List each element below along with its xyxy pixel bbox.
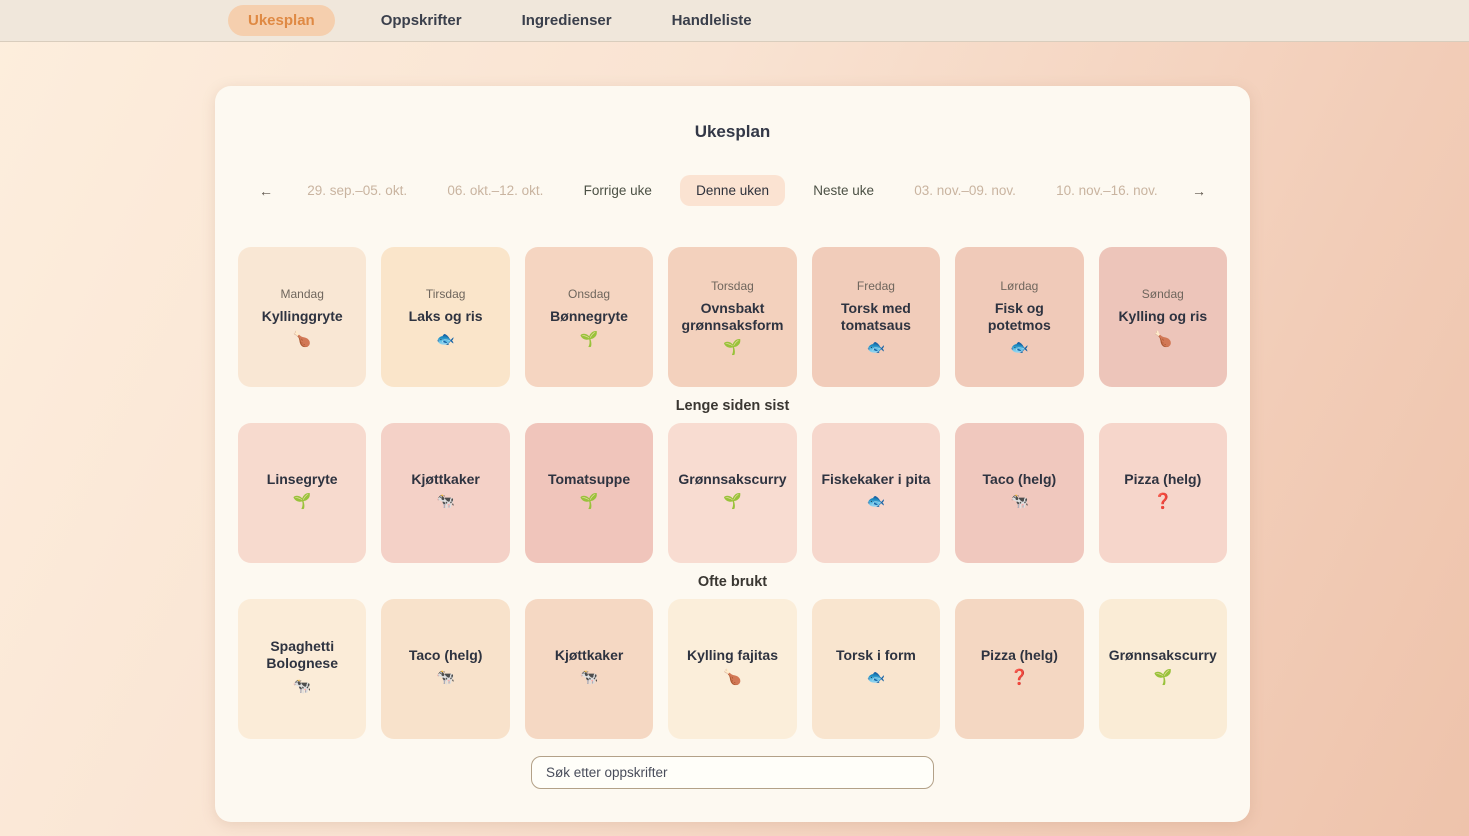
poultry-leg-icon: 🍗 bbox=[723, 669, 742, 687]
cow-icon: 🐄 bbox=[436, 493, 455, 511]
page-title: Ukesplan bbox=[694, 122, 771, 141]
recipe-card-kjottkaker[interactable]: Kjøttkaker 🐄 bbox=[524, 599, 654, 739]
meal-name: Grønnsakscurry bbox=[678, 470, 787, 487]
tab-ingredienser[interactable]: Ingredienser bbox=[508, 5, 626, 36]
tab-ukesplan[interactable]: Ukesplan bbox=[228, 5, 335, 36]
recipe-card-torsk-i-form[interactable]: Torsk i form 🐟 bbox=[811, 599, 941, 739]
recipe-card-kylling-fajitas[interactable]: Kylling fajitas 🍗 bbox=[668, 599, 797, 739]
current-week-button[interactable]: Denne uken bbox=[680, 175, 785, 206]
tab-oppskrifter[interactable]: Oppskrifter bbox=[367, 5, 476, 36]
recipe-card-gronnsakscurry[interactable]: Grønnsakscurry 🌱 bbox=[1098, 599, 1227, 739]
meal-name: Torsk i form bbox=[835, 646, 916, 663]
week-range-2[interactable]: 06. okt.–12. okt. bbox=[435, 176, 555, 205]
recipe-card-spaghetti-bolognese[interactable]: Spaghetti Bolognese 🐄 bbox=[238, 599, 367, 739]
cow-icon: 🐄 bbox=[436, 669, 455, 687]
top-navigation: Ukesplan Oppskrifter Ingredienser Handle… bbox=[0, 0, 1469, 42]
day-label: Fredag bbox=[856, 278, 895, 293]
meal-name: Kjøttkaker bbox=[554, 646, 624, 663]
question-mark-icon: ❓ bbox=[1010, 669, 1029, 687]
ofte-brukt-row: Spaghetti Bolognese 🐄 Taco (helg) 🐄 Kjøt… bbox=[215, 599, 1250, 739]
section-heading-ofte-brukt: Ofte brukt bbox=[697, 574, 768, 590]
day-card-torsdag[interactable]: Torsdag Ovnsbakt grønnsaksform 🌱 bbox=[668, 247, 797, 387]
weekplan-board: Ukesplan ← 29. sep.–05. okt. 06. okt.–12… bbox=[215, 86, 1250, 822]
meal-name: Pizza (helg) bbox=[980, 646, 1058, 663]
lenge-siden-sist-row: Linsegryte 🌱 Kjøttkaker 🐄 Tomatsuppe 🌱 G… bbox=[215, 423, 1250, 563]
meal-name: Taco (helg) bbox=[982, 470, 1057, 487]
meal-name: Bønnegryte bbox=[550, 308, 628, 325]
seedling-icon: 🌱 bbox=[579, 330, 599, 348]
week-range-4[interactable]: 10. nov.–16. nov. bbox=[1044, 176, 1170, 205]
poultry-leg-icon: 🍗 bbox=[1153, 330, 1173, 348]
week-range-3[interactable]: 03. nov.–09. nov. bbox=[902, 176, 1028, 205]
recipe-card-gronnsakscurry[interactable]: Grønnsakscurry 🌱 bbox=[668, 423, 797, 563]
week-navigation: ← 29. sep.–05. okt. 06. okt.–12. okt. Fo… bbox=[215, 175, 1250, 206]
cow-icon: 🐄 bbox=[292, 677, 312, 695]
meal-name: Kyllinggryte bbox=[261, 308, 343, 325]
fish-icon: 🐟 bbox=[1010, 339, 1029, 357]
tab-handleliste[interactable]: Handleliste bbox=[658, 5, 766, 36]
day-card-fredag[interactable]: Fredag Torsk med tomatsaus 🐟 bbox=[811, 247, 941, 387]
next-week-button[interactable]: Neste uke bbox=[801, 176, 886, 205]
fish-icon: 🐟 bbox=[866, 669, 886, 687]
section-heading-lenge-siden-sist: Lenge siden sist bbox=[675, 398, 790, 414]
day-label: Torsdag bbox=[711, 278, 754, 293]
day-card-mandag[interactable]: Mandag Kyllinggryte 🍗 bbox=[238, 247, 367, 387]
recipe-card-pizza-helg[interactable]: Pizza (helg) ❓ bbox=[1098, 423, 1227, 563]
meal-name: Grønnsakscurry bbox=[1108, 646, 1217, 663]
meal-name: Ovnsbakt grønnsaksform bbox=[681, 299, 784, 333]
day-card-tirsdag[interactable]: Tirsdag Laks og ris 🐟 bbox=[381, 247, 510, 387]
meal-name: Linsegryte bbox=[266, 470, 338, 487]
recipe-card-taco-helg[interactable]: Taco (helg) 🐄 bbox=[381, 599, 510, 739]
recipe-card-fiskekaker-i-pita[interactable]: Fiskekaker i pita 🐟 bbox=[811, 423, 941, 563]
day-card-lordag[interactable]: Lørdag Fisk og potetmos 🐟 bbox=[955, 247, 1084, 387]
week-range-1[interactable]: 29. sep.–05. okt. bbox=[295, 176, 419, 205]
day-card-sondag[interactable]: Søndag Kylling og ris 🍗 bbox=[1098, 247, 1227, 387]
fish-icon: 🐟 bbox=[866, 493, 886, 511]
meal-name: Fisk og potetmos bbox=[987, 299, 1051, 333]
poultry-leg-icon: 🍗 bbox=[292, 330, 312, 348]
recipe-card-taco-helg[interactable]: Taco (helg) 🐄 bbox=[955, 423, 1084, 563]
seedling-icon: 🌱 bbox=[723, 493, 742, 511]
question-mark-icon: ❓ bbox=[1153, 493, 1173, 511]
day-label: Lørdag bbox=[1000, 278, 1039, 293]
meal-name: Pizza (helg) bbox=[1124, 470, 1202, 487]
recipe-card-linsegryte[interactable]: Linsegryte 🌱 bbox=[238, 423, 367, 563]
cow-icon: 🐄 bbox=[579, 669, 599, 687]
seedling-icon: 🌱 bbox=[723, 339, 742, 357]
day-label: Tirsdag bbox=[425, 287, 466, 302]
recipe-card-kjottkaker[interactable]: Kjøttkaker 🐄 bbox=[381, 423, 510, 563]
meal-name: Kylling fajitas bbox=[686, 646, 778, 663]
search-area bbox=[215, 756, 1250, 789]
meal-name: Laks og ris bbox=[408, 308, 483, 325]
day-label: Onsdag bbox=[568, 287, 611, 302]
prev-week-button[interactable]: Forrige uke bbox=[572, 176, 664, 205]
meal-name: Kylling og ris bbox=[1118, 308, 1208, 325]
meal-name: Tomatsuppe bbox=[547, 470, 631, 487]
fish-icon: 🐟 bbox=[866, 339, 886, 357]
day-card-onsdag[interactable]: Onsdag Bønnegryte 🌱 bbox=[524, 247, 654, 387]
meal-name: Taco (helg) bbox=[408, 646, 483, 663]
meal-name: Kjøttkaker bbox=[411, 470, 480, 487]
fish-icon: 🐟 bbox=[436, 330, 455, 348]
next-week-arrow-icon[interactable]: → bbox=[1186, 176, 1212, 206]
search-input[interactable] bbox=[531, 756, 934, 789]
seedling-icon: 🌱 bbox=[292, 493, 312, 511]
meal-name: Torsk med tomatsaus bbox=[840, 299, 911, 333]
prev-week-arrow-icon[interactable]: ← bbox=[253, 176, 279, 206]
day-label: Mandag bbox=[280, 287, 324, 302]
recipe-card-tomatsuppe[interactable]: Tomatsuppe 🌱 bbox=[524, 423, 654, 563]
seedling-icon: 🌱 bbox=[1153, 669, 1173, 687]
meal-name: Fiskekaker i pita bbox=[821, 470, 931, 487]
recipe-card-pizza-helg[interactable]: Pizza (helg) ❓ bbox=[955, 599, 1084, 739]
seedling-icon: 🌱 bbox=[579, 493, 599, 511]
day-label: Søndag bbox=[1141, 287, 1184, 302]
week-day-row: Mandag Kyllinggryte 🍗 Tirsdag Laks og ri… bbox=[215, 247, 1250, 387]
cow-icon: 🐄 bbox=[1010, 493, 1029, 511]
meal-name: Spaghetti Bolognese bbox=[266, 638, 338, 671]
